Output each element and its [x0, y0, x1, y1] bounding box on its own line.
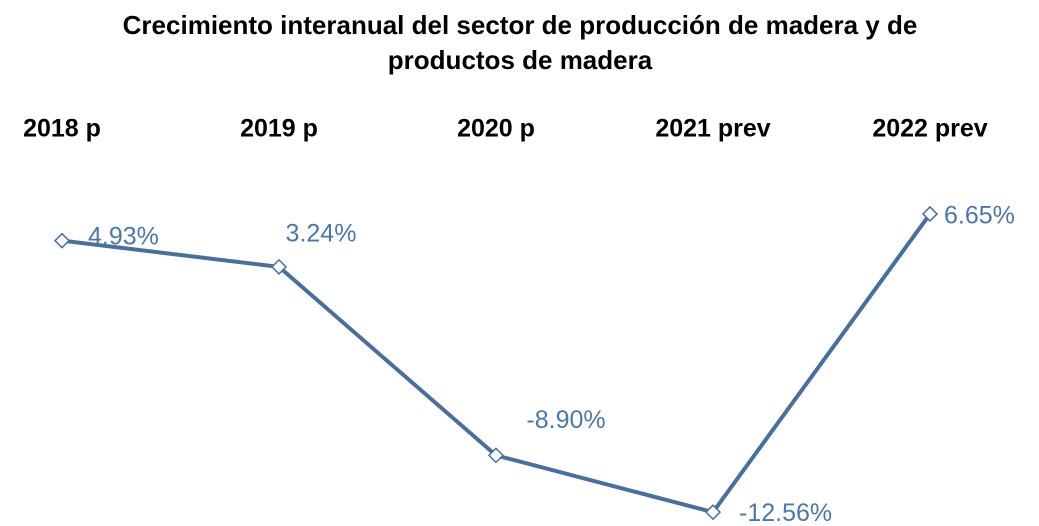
data-label: 6.65%: [944, 202, 1015, 230]
data-marker: [921, 205, 939, 223]
data-label: -12.56%: [739, 499, 832, 526]
data-marker: [270, 258, 288, 275]
x-tick-label: 2022 prev: [872, 115, 987, 143]
data-line: [61, 212, 932, 515]
x-tick-label: 2020 p: [457, 115, 535, 143]
x-tick-label: 2021 prev: [655, 115, 770, 143]
chart-title: Crecimiento interanual del sector de pro…: [122, 10, 918, 75]
x-tick-label: 2019 p: [240, 115, 318, 143]
data-label: 4.93%: [88, 222, 159, 250]
data-marker: [487, 447, 505, 464]
data-marker: [53, 232, 71, 249]
data-marker: [704, 504, 722, 521]
data-label: -8.90%: [526, 406, 605, 434]
x-tick-label: 2018 p: [23, 115, 101, 143]
data-label: 3.24%: [286, 220, 357, 248]
